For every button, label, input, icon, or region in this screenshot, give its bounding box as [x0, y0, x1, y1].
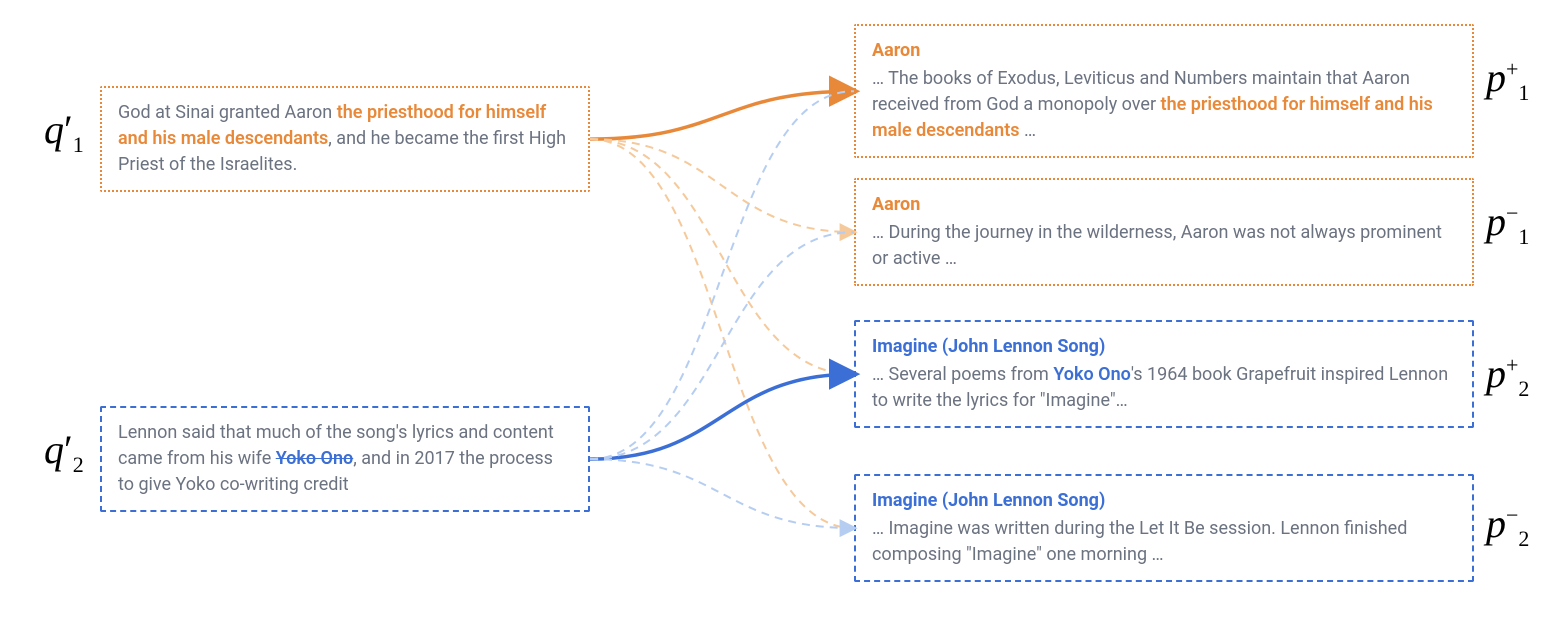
p1neg-math-label: p−1	[1486, 198, 1529, 250]
p2neg-title: Imagine (John Lennon Song)	[872, 488, 1456, 514]
p1neg-box: Aaron … During the journey in the wilder…	[854, 178, 1474, 286]
connector-q1-p1_pos	[590, 91, 854, 139]
connector-q2-p2_neg	[590, 459, 854, 528]
query1-math-label: q′1	[44, 106, 84, 158]
query2-box: Lennon said that much of the song's lyri…	[100, 406, 590, 512]
p2neg-math-label: p−2	[1486, 500, 1529, 552]
p2neg-text-prefix: … Imagine was written during the Let It …	[872, 518, 1407, 565]
connector-q2-p2_pos	[590, 374, 854, 459]
p2pos-highlight: Yoko Ono	[1053, 364, 1131, 385]
p2pos-title: Imagine (John Lennon Song)	[872, 334, 1456, 360]
p1pos-text-suffix: …	[1020, 120, 1037, 141]
query2-strike: Yoko Ono	[276, 448, 354, 469]
connector-q1-p2_pos	[590, 139, 854, 374]
query1-text-prefix: God at Sinai granted Aaron	[118, 102, 337, 123]
p1pos-title: Aaron	[872, 38, 1456, 64]
p2neg-box: Imagine (John Lennon Song) … Imagine was…	[854, 474, 1474, 582]
query1-box: God at Sinai granted Aaron the priesthoo…	[100, 86, 590, 192]
p1neg-title: Aaron	[872, 192, 1456, 218]
p1neg-text-prefix: … During the journey in the wilderness, …	[872, 222, 1442, 269]
p2pos-box: Imagine (John Lennon Song) … Several poe…	[854, 320, 1474, 428]
query2-math-label: q′2	[44, 426, 84, 478]
connector-q2-p1_pos	[590, 91, 854, 459]
p1pos-box: Aaron … The books of Exodus, Leviticus a…	[854, 24, 1474, 158]
p2pos-math-label: p+2	[1486, 350, 1529, 402]
connector-q2-p1_neg	[590, 232, 854, 459]
p2pos-text-prefix: … Several poems from	[872, 364, 1053, 385]
connector-q1-p2_neg	[590, 139, 854, 528]
connector-q1-p1_neg	[590, 139, 854, 232]
p1pos-math-label: p+1	[1486, 54, 1529, 106]
